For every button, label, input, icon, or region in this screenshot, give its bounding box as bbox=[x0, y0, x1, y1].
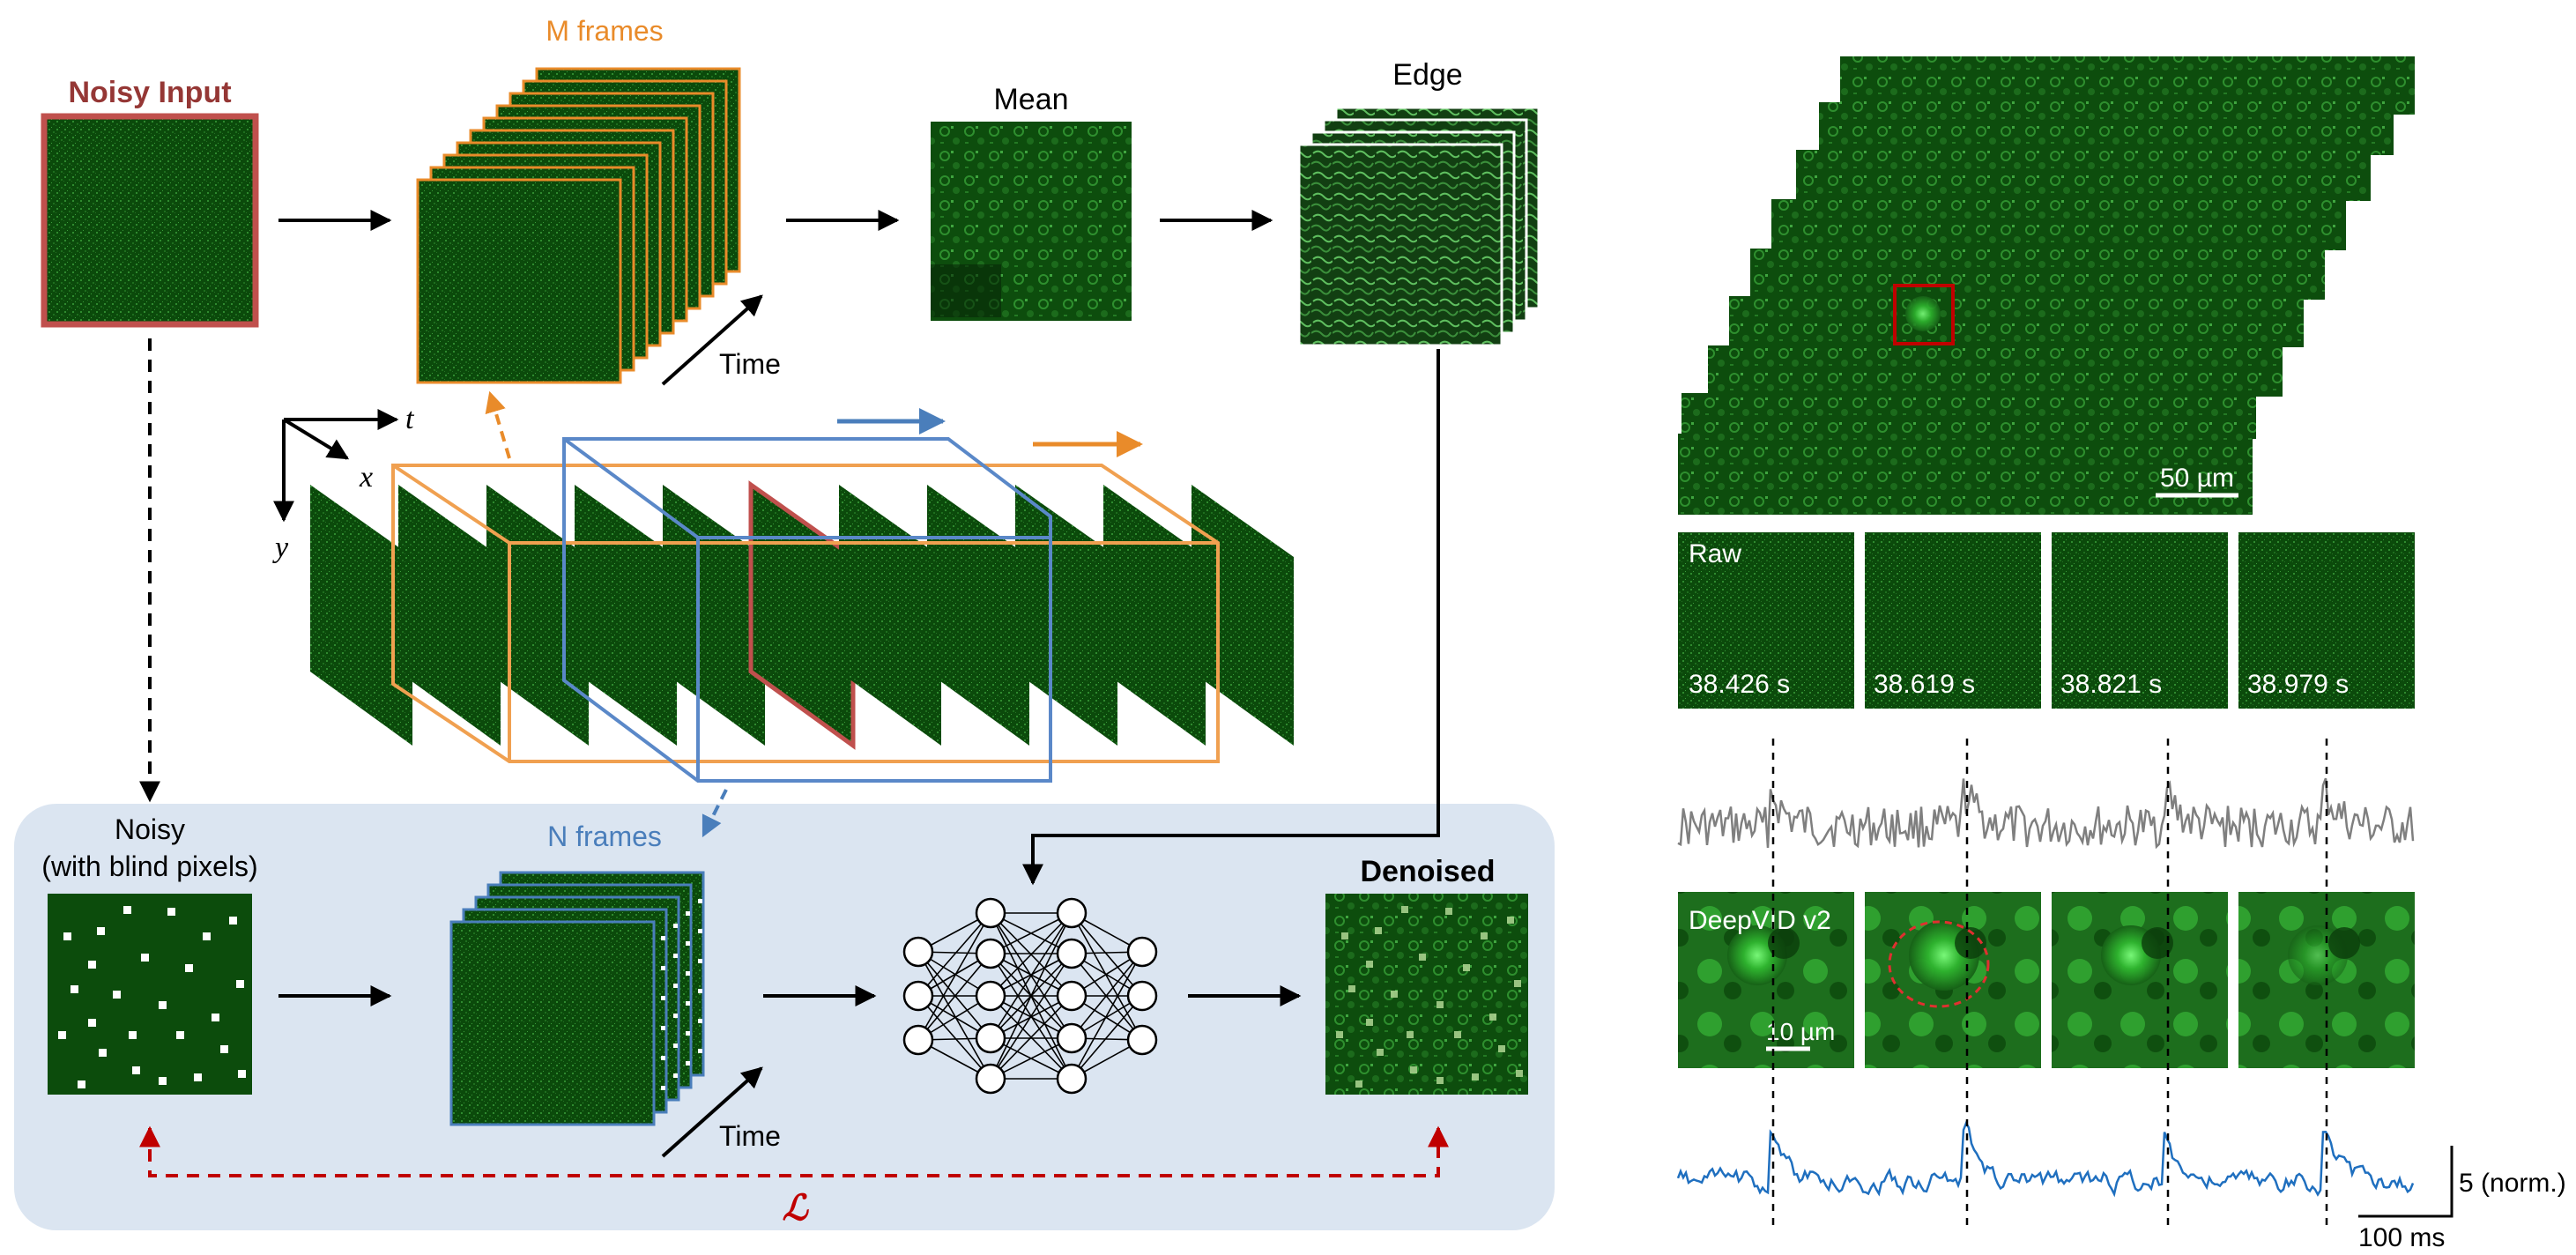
timestamp-3: 38.821 s bbox=[2060, 670, 2162, 699]
sequence-frame bbox=[1015, 485, 1117, 746]
n-frames-label: N frames bbox=[547, 821, 662, 852]
neuron bbox=[1126, 1024, 1158, 1056]
frame-sequence bbox=[310, 480, 1294, 750]
neuron bbox=[1056, 980, 1088, 1012]
neuron bbox=[1056, 938, 1088, 969]
denoised-image bbox=[1325, 894, 1528, 1095]
sequence-frame bbox=[839, 485, 941, 746]
m-frames-label: M frames bbox=[546, 15, 663, 47]
sequence-frame bbox=[1103, 485, 1206, 746]
deepvid-label: DeepVID v2 bbox=[1689, 906, 1831, 935]
orange-dashed-to-mframes bbox=[485, 390, 511, 459]
m-window-box bbox=[391, 464, 1220, 763]
neuron bbox=[975, 897, 1006, 929]
neuron bbox=[975, 938, 1006, 969]
sequence-frame bbox=[486, 485, 589, 746]
tissue-slice bbox=[1796, 150, 2371, 201]
trace-scale-x-label: 100 ms bbox=[2358, 1223, 2445, 1252]
timestamp-4: 38.979 s bbox=[2247, 670, 2349, 699]
denoised-label: Denoised bbox=[1360, 855, 1495, 888]
axis-y-label: y bbox=[272, 531, 289, 564]
sequence-frame bbox=[663, 485, 765, 746]
m-frame bbox=[416, 178, 622, 384]
denoised-trace bbox=[1676, 1120, 2415, 1198]
noisy-input-image bbox=[41, 113, 259, 328]
tissue-slice bbox=[1819, 102, 2394, 155]
roi-box bbox=[1893, 284, 1955, 345]
neuron bbox=[1126, 980, 1158, 1012]
tissue-slice bbox=[1678, 434, 2253, 515]
neuron bbox=[975, 980, 1006, 1012]
neuron bbox=[902, 980, 934, 1012]
neuron bbox=[975, 1022, 1006, 1054]
event-lines bbox=[1771, 739, 2328, 1230]
neuron bbox=[902, 936, 934, 968]
tissue-slice bbox=[1771, 199, 2346, 250]
n-frames-stack bbox=[449, 871, 705, 1126]
edge-frame bbox=[1297, 143, 1503, 347]
m-frames-stack bbox=[416, 67, 741, 384]
neuron bbox=[975, 1063, 1006, 1095]
raw-frame bbox=[2238, 532, 2415, 709]
neuron bbox=[1056, 897, 1088, 929]
edge-label: Edge bbox=[1392, 58, 1462, 92]
raw-frames-row bbox=[1678, 532, 2415, 709]
neuron bbox=[1126, 936, 1158, 968]
tissue-slice-stack bbox=[1678, 56, 2415, 515]
raw-frame bbox=[1678, 532, 1854, 709]
noisy-blind-image bbox=[48, 894, 252, 1095]
axis-x-label: x bbox=[359, 461, 373, 494]
sequence-frame bbox=[575, 485, 677, 746]
timestamp-2: 38.619 s bbox=[1874, 670, 1975, 699]
trace-scale-y-label: 5 (norm.) bbox=[2459, 1169, 2566, 1198]
raw-trace bbox=[1677, 777, 2415, 850]
raw-frame bbox=[2052, 532, 2228, 709]
blue-dashed-to-nframes bbox=[702, 789, 728, 838]
sequence-frame bbox=[927, 485, 1029, 746]
time-label-top: Time bbox=[719, 348, 781, 380]
axis-t-label: t bbox=[405, 403, 415, 435]
tissue-slice bbox=[1750, 249, 2325, 300]
tissue-slice bbox=[1729, 296, 2304, 347]
tissue-slice bbox=[1708, 345, 2283, 397]
current-frame bbox=[748, 480, 856, 750]
sequence-frame bbox=[310, 485, 412, 746]
n-frame bbox=[449, 920, 656, 1126]
n-window-box bbox=[562, 437, 1052, 783]
neuron bbox=[1056, 1022, 1088, 1054]
neural-network-icon bbox=[902, 897, 1158, 1095]
sequence-frame bbox=[1191, 485, 1294, 746]
noisy-blind-line1: Noisy bbox=[115, 813, 185, 845]
time-label-bottom: Time bbox=[719, 1120, 781, 1152]
neuron bbox=[902, 1024, 934, 1056]
timestamp-1: 38.426 s bbox=[1689, 670, 1790, 699]
loss-symbol: ℒ bbox=[783, 1188, 810, 1228]
mean-label: Mean bbox=[993, 83, 1068, 116]
tissue-slice bbox=[1681, 393, 2256, 439]
crop-scalebar-label: 10 µm bbox=[1766, 1018, 1835, 1045]
noisy-input-title: Noisy Input bbox=[68, 76, 231, 109]
arrow-edge-to-network bbox=[1022, 349, 1440, 886]
axes-indicator bbox=[273, 409, 399, 523]
edge-stack bbox=[1297, 106, 1540, 347]
loss-arrow bbox=[139, 1125, 1449, 1177]
cell-roi-dashed bbox=[1888, 920, 1990, 1008]
raw-label: Raw bbox=[1689, 539, 1741, 568]
training-panel-bg bbox=[14, 804, 1555, 1230]
stack-scalebar-label: 50 µm bbox=[2160, 464, 2234, 493]
time-arrow-top bbox=[661, 294, 763, 386]
sequence-frame bbox=[398, 485, 501, 746]
raw-frame bbox=[1865, 532, 2041, 709]
neuron bbox=[1056, 1063, 1088, 1095]
noisy-blind-line2: (with blind pixels) bbox=[41, 850, 257, 882]
trace-scalebar bbox=[2358, 1146, 2454, 1218]
